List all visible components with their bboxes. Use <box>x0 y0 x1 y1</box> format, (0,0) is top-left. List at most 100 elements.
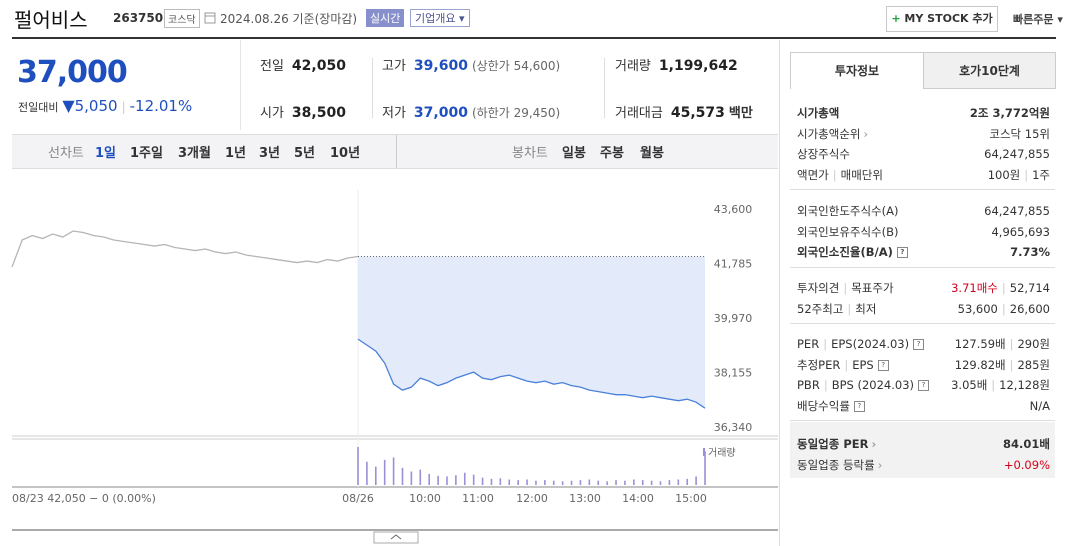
period-tab[interactable]: 1일 <box>95 146 117 161</box>
calendar-icon <box>204 12 216 24</box>
volume-bar <box>641 480 644 485</box>
price-line <box>357 338 706 409</box>
info-values: 64,247,855 <box>984 144 1050 164</box>
info-label: 외국인한도주식수(A) <box>797 204 899 218</box>
info-values: 3.71매수 | 52,714 <box>951 278 1050 298</box>
info-value: 12,128원 <box>999 378 1050 392</box>
stat-value: 1,199,642 <box>658 58 738 74</box>
period-tab[interactable]: 1년 <box>225 146 247 161</box>
arrow: › <box>863 126 869 141</box>
period-tab[interactable]: 3년 <box>259 146 281 161</box>
x-tick-label: 08/23 42,050 − 0 (0.00%) <box>12 492 156 505</box>
help-icon[interactable]: ? <box>913 339 925 350</box>
volume-bar <box>535 480 537 485</box>
info-values: 53,600 | 26,600 <box>958 299 1050 319</box>
volume-bar <box>650 480 653 485</box>
info-values: 2조 3,772억원 <box>970 103 1050 123</box>
change-row: 전일대비 ▼5,050 | -12.01% <box>18 96 193 115</box>
change-label: 전일대비 <box>18 101 59 114</box>
stat: 거래대금 45,573 백만 <box>615 102 753 121</box>
volume-label: 거래량 <box>708 447 736 459</box>
info-label: 투자의견 <box>797 281 840 295</box>
info-label: 외국인소진율(B/A) <box>797 245 893 259</box>
info-value: 4,965,693 <box>991 224 1050 239</box>
volume-bar <box>392 457 395 485</box>
x-tick-label: 10:00 <box>409 492 441 505</box>
help-icon[interactable]: ? <box>877 359 889 371</box>
x-tick-label: 13:00 <box>569 492 601 505</box>
info-label: 추정PER <box>797 357 841 372</box>
candle-tab[interactable]: 월봉 <box>640 146 664 161</box>
header-rule <box>12 37 1056 39</box>
separator: | <box>823 337 828 351</box>
separator: | <box>1009 337 1014 351</box>
volume-bar <box>552 480 555 485</box>
info-value: 100원 <box>987 167 1021 182</box>
overview-button[interactable]: 기업개요 ▾ <box>410 9 470 27</box>
arrow: › <box>877 457 883 472</box>
info-row: 동일업종 PER › 84.01배 <box>797 434 1050 454</box>
change-value: 5,050 <box>74 97 118 115</box>
period-tab[interactable]: 5년 <box>294 146 316 161</box>
candle-tab[interactable]: 일봉 <box>562 146 586 161</box>
separator: | <box>843 281 848 295</box>
volume-bar <box>579 480 582 485</box>
volume-bar <box>508 479 511 485</box>
separator: | <box>1001 281 1006 295</box>
volume-bar <box>517 480 519 485</box>
candle-tab[interactable]: 주봉 <box>600 146 624 161</box>
volume-bar <box>437 475 439 485</box>
stat-note: (하한가 29,450) <box>471 106 561 120</box>
info-value: 3.05배 <box>951 378 988 392</box>
tab-group-label: 봉차트 <box>512 146 548 161</box>
realtime-badge[interactable]: 실시간 <box>366 9 405 27</box>
divider <box>396 135 397 168</box>
x-tick-label: 14:00 <box>622 492 654 505</box>
info-label: 배당수익률 <box>797 398 850 413</box>
panel-divider <box>779 40 780 546</box>
info-row: 투자의견 | 목표주가 3.71매수 | 52,714 <box>797 278 1050 298</box>
info-row: 시가총액 2조 3,772억원 <box>797 103 1050 123</box>
info-value: 53,600 <box>957 301 998 316</box>
info-label: 동일업종 PER <box>797 437 869 451</box>
info-value: 3.71매수 <box>951 281 998 295</box>
info-row: 상장주식수 64,247,855 <box>797 144 1050 164</box>
stat-label: 저가 <box>382 106 406 121</box>
change-rate: -12.01% <box>129 97 193 115</box>
period-tab[interactable]: 3개월 <box>178 146 211 161</box>
separator: | <box>1001 301 1006 316</box>
info-values: 64,247,855 <box>984 201 1050 221</box>
y-tick-label: 41,785 <box>714 258 753 271</box>
volume-bar <box>606 481 608 485</box>
period-tab[interactable]: 1주일 <box>130 146 163 161</box>
info-label: 목표주가 <box>851 281 894 295</box>
x-tick-label: 12:00 <box>516 492 548 505</box>
info-values: 129.82배 | 285원 <box>955 355 1050 375</box>
volume-bar <box>695 476 697 485</box>
y-tick-label: 43,600 <box>714 203 753 216</box>
separator: | <box>844 357 849 372</box>
info-value: +0.09% <box>1003 457 1050 472</box>
period-tab[interactable]: 10년 <box>330 146 361 161</box>
stat: 고가 39,600 (상한가 54,600) <box>382 55 560 74</box>
section-rule <box>790 189 1055 190</box>
volume-bar <box>472 474 475 485</box>
help-icon[interactable]: ? <box>918 380 930 391</box>
quick-order[interactable]: 빠른주문 ▾ <box>1013 13 1063 26</box>
help-icon[interactable]: ? <box>853 400 865 412</box>
info-value: 285원 <box>1017 357 1050 372</box>
info-values: 127.59배 | 290원 <box>955 334 1050 354</box>
info-tab-active[interactable]: 투자정보 <box>790 52 924 89</box>
stat-label: 시가 <box>260 106 284 121</box>
volume-bar <box>383 459 386 485</box>
collapse-button[interactable] <box>373 531 419 544</box>
help-icon[interactable]: ? <box>896 247 908 258</box>
industry-box <box>790 422 1055 478</box>
stock-code: 263750 <box>113 11 164 25</box>
info-value: 129.82배 <box>954 357 1006 372</box>
info-tab[interactable]: 호가10단계 <box>923 52 1056 89</box>
mystock-button[interactable]: + MY STOCK 추가 <box>886 6 998 32</box>
current-price: 37,000 <box>17 55 128 90</box>
